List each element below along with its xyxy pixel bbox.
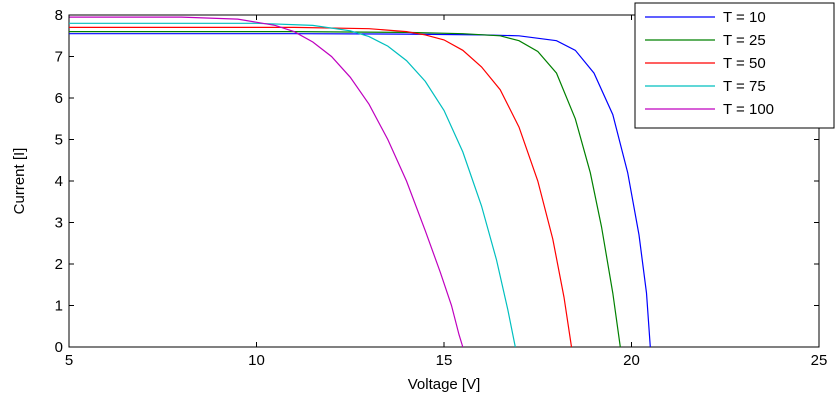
series-line-1 xyxy=(69,33,651,348)
y-tick-label: 5 xyxy=(55,132,63,149)
x-tick-label: 10 xyxy=(248,352,265,369)
x-axis-label: Voltage [V] xyxy=(408,376,481,393)
y-tick-label: 4 xyxy=(55,173,63,190)
series-line-4 xyxy=(69,22,516,348)
legend-label-1: T = 10 xyxy=(723,9,766,26)
x-axis-ticks: 5 10 15 20 25 xyxy=(65,15,828,369)
series-line-5 xyxy=(69,16,464,348)
x-tick-label: 25 xyxy=(811,352,828,369)
y-tick-label: 2 xyxy=(55,256,63,273)
y-axis-label: Current [I] xyxy=(11,148,28,215)
legend-label-2: T = 25 xyxy=(723,32,766,49)
legend-label-4: T = 75 xyxy=(723,78,766,95)
y-tick-label: 3 xyxy=(55,215,63,232)
legend-box xyxy=(634,2,835,129)
y-tick-label: 7 xyxy=(55,49,63,66)
series-line-3 xyxy=(69,26,573,348)
y-tick-label: 0 xyxy=(55,339,63,356)
x-tick-label: 5 xyxy=(65,352,73,369)
y-tick-label: 6 xyxy=(55,90,63,107)
series-curves xyxy=(69,16,651,348)
y-axis-ticks: 0 1 2 3 4 5 6 7 8 xyxy=(55,7,819,356)
legend: T = 10 T = 25 T = 50 T = 75 T = 100 xyxy=(634,2,835,129)
x-tick-label: 15 xyxy=(436,352,453,369)
legend-label-3: T = 50 xyxy=(723,55,766,72)
legend-label-5: T = 100 xyxy=(723,101,774,118)
x-tick-label: 20 xyxy=(623,352,640,369)
y-tick-label: 1 xyxy=(55,298,63,315)
y-tick-label: 8 xyxy=(55,7,63,24)
series-line-2 xyxy=(69,31,621,348)
